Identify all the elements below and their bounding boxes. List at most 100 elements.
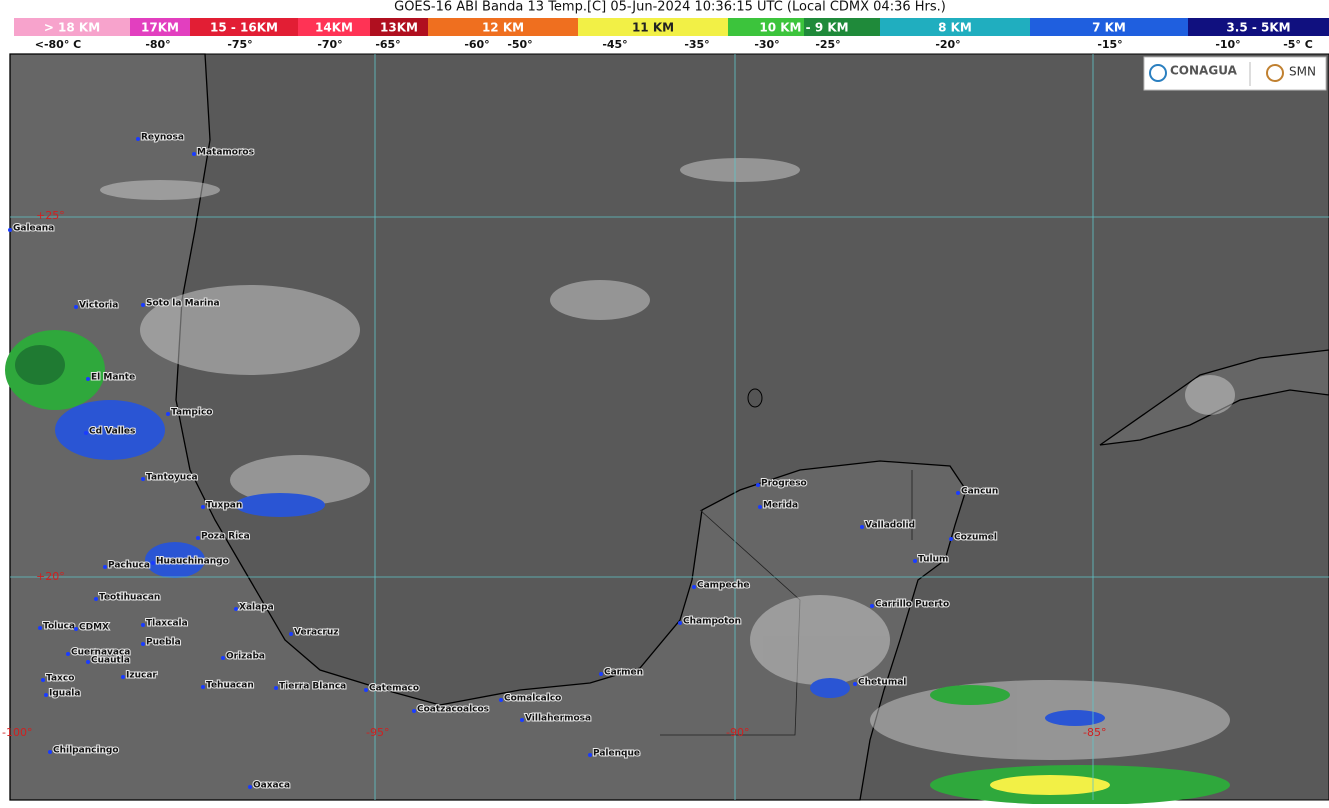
title: GOES-16 ABI Banda 13 Temp.[C] 05-Jun-202… <box>394 0 946 15</box>
city-dot <box>499 698 503 702</box>
city-label: Comalcalco <box>504 694 561 704</box>
city-label: Cd Valles <box>89 427 135 437</box>
city-dot <box>913 559 917 563</box>
city-dot <box>364 688 368 692</box>
city-label: Progreso <box>761 479 807 489</box>
city-dot <box>870 604 874 608</box>
city-label: Veracruz <box>294 628 339 638</box>
city-label: Reynosa <box>141 133 184 143</box>
city-dot <box>412 709 416 713</box>
city-label: Oaxaca <box>253 781 290 791</box>
grid-label: -95° <box>366 726 389 739</box>
city-label: Villahermosa <box>525 714 591 724</box>
colorbar-swatch <box>1030 18 1188 36</box>
city-dot <box>66 652 70 656</box>
temp-label: -15° <box>1097 38 1122 51</box>
temp-label: -5° C <box>1283 38 1313 51</box>
city-dot <box>956 491 960 495</box>
city-dot <box>192 152 196 156</box>
colorbar-swatch <box>130 18 190 36</box>
city-dot <box>234 607 238 611</box>
colorbar-label: 14KM <box>315 21 353 35</box>
city-dot <box>84 431 88 435</box>
colorbar-label: 7 KM <box>1092 21 1126 35</box>
temp-label: -25° <box>815 38 840 51</box>
city-dot <box>141 303 145 307</box>
colorbar-swatch <box>880 18 1030 36</box>
city-dot <box>520 718 524 722</box>
city-label: Tlaxcala <box>146 619 188 629</box>
temp-label: -10° <box>1215 38 1240 51</box>
temp-label: -20° <box>935 38 960 51</box>
city-label: Orizaba <box>226 652 265 662</box>
cold-tops <box>5 330 1230 805</box>
city-label: Carrillo Puerto <box>875 600 949 610</box>
temp-label: -50° <box>507 38 532 51</box>
city-label: Pachuca <box>108 561 150 571</box>
city-dot <box>48 750 52 754</box>
city-label: Tampico <box>171 408 212 418</box>
city-dot <box>196 536 200 540</box>
colorbar-swatch <box>298 18 370 36</box>
colorbar-label: 3.5 - 5KM <box>1226 21 1290 35</box>
city-dot <box>141 623 145 627</box>
city-dot <box>121 675 125 679</box>
colorbar-label: 13KM <box>380 21 418 35</box>
temp-label: -65° <box>375 38 400 51</box>
colorbar-label: 10 KM - 9 KM <box>759 21 848 35</box>
city-dot <box>248 785 252 789</box>
temp-label: <-80° C <box>35 38 82 51</box>
city-label: Champoton <box>683 617 741 627</box>
city-label: Cuautla <box>91 656 130 666</box>
city-dot <box>74 305 78 309</box>
city-dot <box>221 656 225 660</box>
cities: Reynosa Matamoros Galeana Victoria Soto la M… <box>8 132 999 792</box>
colorbar-label: > 18 KM <box>44 21 100 35</box>
city-label: Toluca <box>43 622 75 632</box>
city-dot <box>692 585 696 589</box>
city-dot <box>274 686 278 690</box>
city-label: Merida <box>763 501 798 511</box>
temp-label: -35° <box>684 38 709 51</box>
city-label: Izucar <box>126 671 157 681</box>
city-label: Matamoros <box>197 148 254 158</box>
city-label: Xalapa <box>239 603 274 613</box>
city-dot <box>136 137 140 141</box>
logo-conagua: CONAGUA <box>1170 64 1238 78</box>
graticule <box>10 54 1329 800</box>
colorbar-swatch <box>370 18 428 36</box>
city-dot <box>94 597 98 601</box>
colorbar-label: 8 KM <box>938 21 972 35</box>
city-label: Iguala <box>49 689 80 699</box>
logo-smn: SMN <box>1289 65 1316 79</box>
colorbar-label: 11 KM <box>632 21 674 35</box>
colorbar-swatch <box>428 18 578 36</box>
colorbar-swatch <box>804 18 880 36</box>
city-dot <box>44 693 48 697</box>
city-dot <box>756 483 760 487</box>
city-dot <box>86 377 90 381</box>
city-label: Taxco <box>46 674 74 684</box>
city-label: Poza Rica <box>201 532 250 542</box>
city-dot <box>38 626 42 630</box>
city-dot <box>588 753 592 757</box>
city-label: Cancun <box>961 487 998 497</box>
temp-label: -70° <box>317 38 342 51</box>
city-dot <box>949 537 953 541</box>
city-label: Tantoyuca <box>146 473 198 483</box>
city-label: Catemaco <box>369 684 419 694</box>
city-dot <box>166 412 170 416</box>
city-label: Tierra Blanca <box>279 682 346 692</box>
temp-label: -60° <box>464 38 489 51</box>
island <box>747 388 763 408</box>
city-label: Tehuacan <box>206 681 254 691</box>
city-label: Coatzacoalcos <box>417 705 489 715</box>
city-dot <box>41 678 45 682</box>
colorbar-swatch <box>1188 18 1329 36</box>
city-label: Soto la Marina <box>146 299 220 309</box>
city-label: Campeche <box>697 581 749 591</box>
colorbar: > 18 KM 17KM 15 - 16KM 14KM 13KM 12 KM 11 KM 10… <box>14 18 1329 51</box>
grid-label: -85° <box>1083 726 1106 739</box>
city-label: Cozumel <box>954 533 997 543</box>
city-label: Chetumal <box>858 678 906 688</box>
